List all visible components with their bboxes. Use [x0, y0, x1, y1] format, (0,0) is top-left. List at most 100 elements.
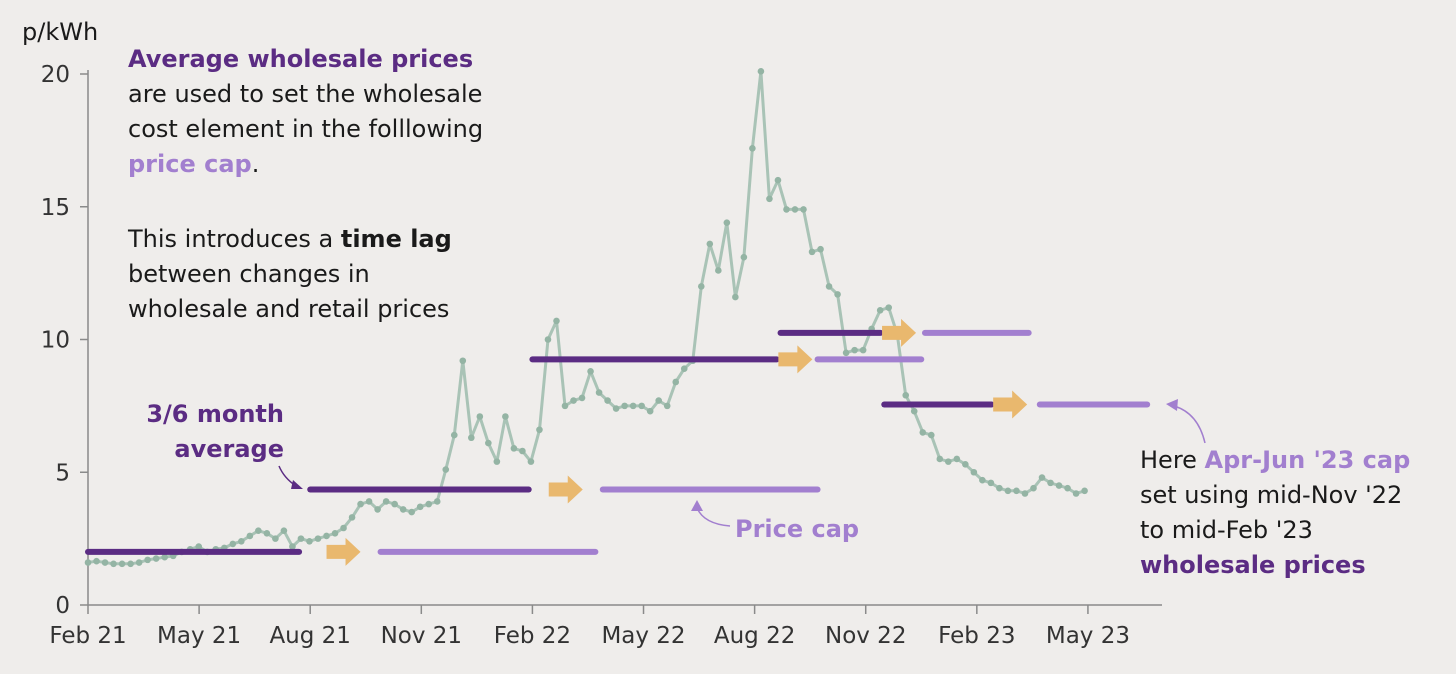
wholesale-price-point: [306, 537, 313, 545]
wholesale-price-point: [382, 498, 390, 505]
wholesale-price-point: [697, 283, 705, 290]
wholesale-price-point: [945, 458, 952, 465]
wholesale-price-point: [672, 378, 680, 386]
wholesale-price-point: [817, 245, 824, 253]
x-tick-label: Nov 21: [381, 623, 462, 649]
average-label-line-2: average: [174, 435, 284, 463]
wholesale-price-point: [962, 460, 969, 468]
wholesale-price-point: [416, 503, 424, 511]
wholesale-price-point: [101, 559, 109, 566]
intro-price-cap: price cap: [128, 150, 252, 178]
wholesale-price-point: [1004, 487, 1012, 495]
apr-jun-annotation: Here Apr-Jun '23 cap set using mid-Nov '…: [1140, 443, 1410, 583]
wholesale-price-point: [433, 498, 441, 505]
wholesale-price-point: [527, 458, 535, 465]
wholesale-price-point: [314, 535, 322, 542]
average-pointer-head: [291, 480, 303, 489]
wholesale-price-point: [800, 206, 807, 213]
wholesale-price-point: [84, 559, 92, 566]
wholesale-price-point: [399, 506, 407, 513]
x-tick-label: Feb 23: [938, 623, 1015, 649]
wholesale-price-point: [876, 306, 884, 314]
wholesale-price-point: [715, 267, 722, 274]
wholesale-price-point: [485, 439, 492, 447]
intro-annotation: Average wholesale prices are used to set…: [128, 42, 483, 182]
x-tick-label: Aug 21: [269, 623, 351, 649]
wholesale-price-point: [791, 206, 799, 213]
wholesale-price-point: [323, 532, 330, 540]
wholesale-price-point: [519, 447, 526, 455]
wholesale-price-point: [1081, 487, 1088, 495]
wholesale-price-point: [536, 426, 543, 434]
time-lag-annotation: This introduces a time lag between chang…: [128, 222, 452, 327]
average-label-line-1: 3/6 month: [146, 400, 284, 428]
wholesale-price-point: [561, 402, 569, 410]
wholesale-price-point: [297, 535, 305, 542]
wholesale-price-point: [927, 431, 935, 439]
intro-line-3: price cap.: [128, 147, 483, 182]
wholesale-price-point: [604, 397, 611, 404]
wholesale-price-point: [646, 407, 654, 415]
wholesale-price-point: [936, 455, 944, 463]
wholesale-price-point: [885, 304, 892, 311]
x-tick-label: May 22: [601, 623, 685, 649]
wholesale-series: [84, 68, 1088, 568]
here-prefix: Here: [1140, 446, 1205, 474]
wholesale-price-point: [331, 530, 339, 537]
y-tick-label: 5: [55, 460, 70, 486]
wholesale-price-point: [1064, 484, 1071, 492]
wholesale-price-point: [280, 527, 288, 534]
lag-line-1: This introduces a time lag: [128, 222, 452, 257]
wholesale-price-point: [195, 543, 203, 550]
lag-arrow-icon: [326, 537, 361, 566]
lag-arrow-icon: [882, 318, 917, 347]
intro-line-1: are used to set the wholesale: [128, 80, 483, 108]
lag-line-3: wholesale and retail prices: [128, 295, 450, 323]
x-tick-label: Feb 22: [494, 623, 571, 649]
wholesale-price-point: [842, 349, 850, 357]
here-cap: Apr-Jun '23 cap: [1204, 446, 1411, 474]
wholesale-price-point: [979, 476, 986, 484]
wholesale-price-point: [1055, 482, 1063, 489]
wholesale-price-point: [263, 530, 271, 537]
wholesale-price-point: [774, 176, 782, 184]
wholesale-price-point: [374, 506, 381, 513]
intro-period: .: [251, 150, 260, 178]
lag-line-2: between changes in: [128, 260, 370, 288]
wholesale-price-point: [348, 514, 356, 521]
y-tick-label: 15: [41, 195, 70, 221]
intro-line-2: cost element in the folllowing: [128, 115, 484, 143]
wholesale-price-point: [272, 535, 279, 542]
wholesale-price-point: [970, 468, 978, 476]
wholesale-price-point: [1021, 490, 1029, 497]
average-and-cap-bars: [85, 329, 1151, 555]
apr-jun-pointer-head: [1166, 399, 1178, 411]
lag-arrow-icon: [778, 345, 813, 374]
wholesale-price-point: [851, 346, 858, 354]
wholesale-price-point: [621, 402, 628, 410]
lag-arrow-icon: [548, 475, 583, 504]
wholesale-price-point: [502, 413, 509, 420]
y-tick-label: 0: [55, 593, 70, 619]
wholesale-price-point: [919, 429, 927, 436]
wholesale-price-point: [408, 508, 415, 516]
wholesale-price-point: [340, 524, 347, 532]
lag-prefix: This introduces a: [128, 225, 341, 253]
wholesale-price-point: [783, 206, 790, 213]
here-line-2: set using mid-Nov '22: [1140, 481, 1403, 509]
wholesale-price-point: [255, 527, 262, 534]
wholesale-price-point: [110, 560, 117, 568]
wholesale-price-point: [766, 195, 773, 203]
wholesale-price-point: [953, 455, 961, 463]
wholesale-price-point: [135, 559, 143, 566]
wholesale-price-point: [468, 434, 475, 442]
intro-bold-text: Average wholesale prices: [128, 45, 474, 73]
lag-arrow-icon: [993, 390, 1028, 419]
wholesale-price-point: [357, 500, 364, 508]
here-line-1: Here Apr-Jun '23 cap: [1140, 443, 1410, 478]
wholesale-price-point: [680, 365, 688, 373]
wholesale-price-point: [391, 500, 398, 508]
wholesale-price-point: [1013, 487, 1020, 495]
wholesale-price-point: [570, 397, 577, 404]
chart-axes: 0 5 10 15 20 Feb 21 May 21 Aug 21 Nov 21 Feb 22 Ma…: [41, 62, 1162, 649]
